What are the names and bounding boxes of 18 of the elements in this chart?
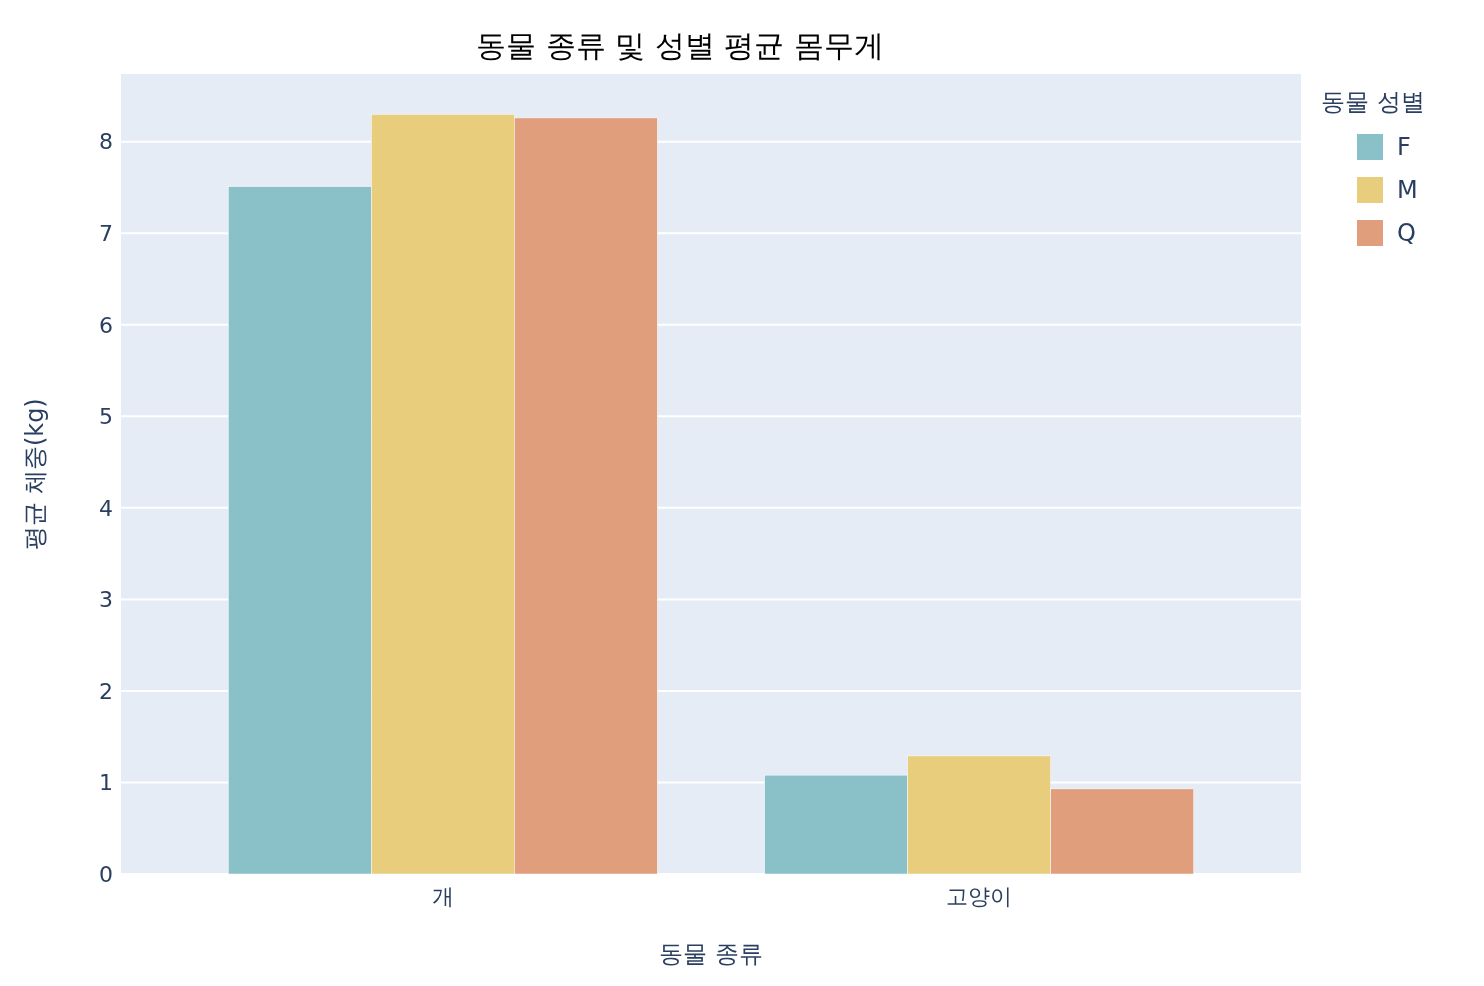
x-tick-label: 고양이 <box>946 884 1013 909</box>
legend-label: M <box>1397 176 1418 205</box>
y-tick-label: 5 <box>99 404 113 430</box>
y-tick-label: 2 <box>99 678 113 704</box>
legend-label: Q <box>1397 219 1416 248</box>
x-axis-title: 동물 종류 <box>659 940 763 968</box>
legend-title: 동물 성별 <box>1321 88 1425 116</box>
y-tick-label: 8 <box>99 129 113 155</box>
legend-label: F <box>1397 133 1411 162</box>
y-tick-label: 0 <box>99 861 113 887</box>
chart-title: 동물 종류 및 성별 평균 몸무게 <box>476 28 884 63</box>
y-axis-title: 평균 체중(kg) <box>21 398 49 550</box>
y-tick-label: 7 <box>99 220 113 246</box>
y-tick-label: 6 <box>99 312 113 338</box>
y-tick-label: 4 <box>99 495 113 521</box>
y-tick-label: 3 <box>99 587 113 613</box>
y-tick-label: 1 <box>99 770 113 796</box>
x-tick-label: 개 <box>431 884 454 909</box>
